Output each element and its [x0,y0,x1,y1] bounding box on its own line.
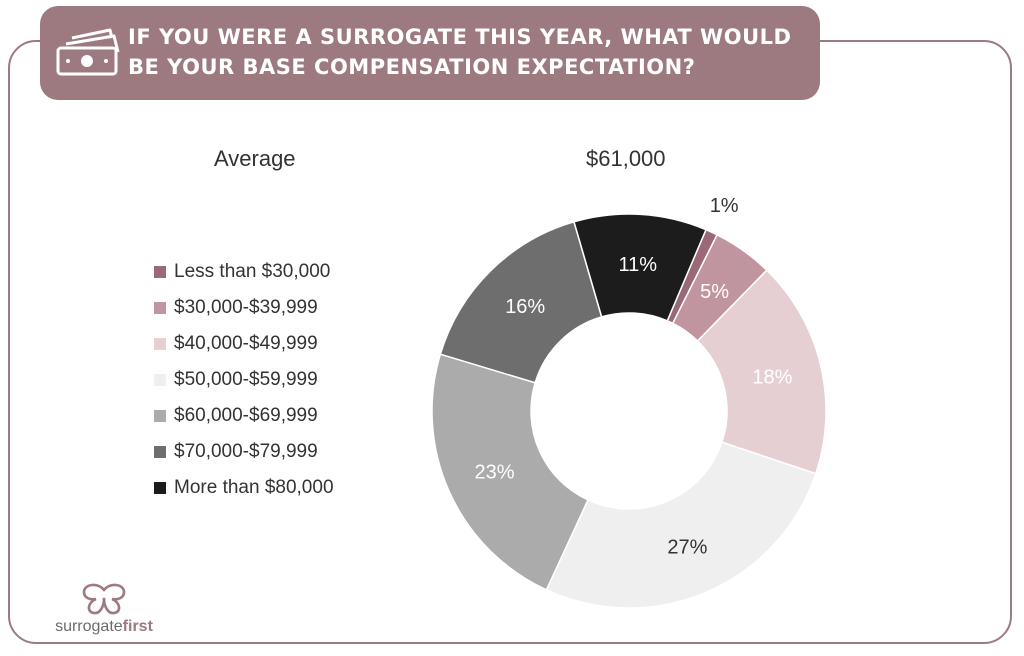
average-label: Average [214,146,296,171]
donut-slice [696,269,827,475]
legend-item: $40,000-$49,999 [154,326,334,362]
legend-swatch [154,446,166,458]
legend-label: $40,000-$49,999 [174,333,318,354]
legend-swatch [154,302,166,314]
brand-name-part2: first [122,618,153,635]
legend-swatch [154,482,166,494]
legend-item: $70,000-$79,999 [154,434,334,470]
donut-slice [431,353,589,591]
slice-value-label: 23% [474,462,514,484]
donut-slice [573,213,707,322]
legend-swatch [154,338,166,350]
chart-title: IF YOU WERE A SURROGATE THIS YEAR, WHAT … [128,25,792,79]
legend-swatch [154,266,166,278]
legend-item: $30,000-$39,999 [154,290,334,326]
average-value: $61,000 [586,146,666,171]
slice-value-label: 5% [700,281,729,303]
slice-value-label: 1% [710,195,739,217]
legend-item: $50,000-$59,999 [154,362,334,398]
chart-legend: Less than $30,000 $30,000-$39,999 $40,000-… [154,254,334,506]
slice-value-label: 16% [505,296,545,318]
slice-value-label: 27% [667,536,707,558]
title-banner: IF YOU WERE A SURROGATE THIS YEAR, WHAT … [40,6,820,100]
slice-value-label: 18% [752,366,792,388]
brand-name-part1: surrogate [55,618,123,635]
brand-logo: surrogatefirst [44,582,164,642]
butterfly-logo-icon [82,583,126,615]
legend-label: $70,000-$79,999 [174,441,318,462]
legend-item: Less than $30,000 [154,254,334,290]
legend-item: $60,000-$69,999 [154,398,334,434]
legend-item: More than $80,000 [154,470,334,506]
legend-label: $50,000-$59,999 [174,369,318,390]
legend-label: $30,000-$39,999 [174,297,318,318]
donut-slice [545,441,817,609]
slice-value-label: 11% [618,254,657,276]
legend-label: $60,000-$69,999 [174,405,318,426]
legend-label: More than $80,000 [174,477,334,498]
legend-label: Less than $30,000 [174,261,331,282]
legend-swatch [154,374,166,386]
brand-name: surrogatefirst [44,618,164,636]
money-icon [56,28,120,76]
legend-swatch [154,410,166,422]
donut-slice [439,220,603,384]
